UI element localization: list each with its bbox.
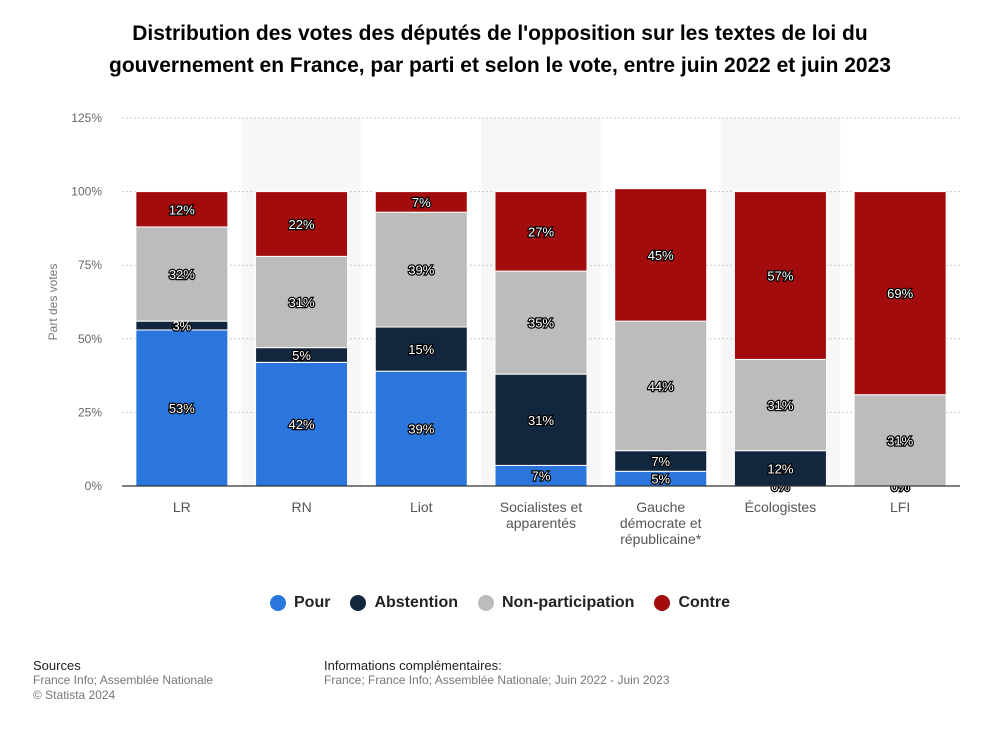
bar-segment bbox=[494, 191, 588, 272]
y-tick-label: 50% bbox=[78, 332, 102, 346]
sources-line[interactable]: France Info; Assemblée Nationale bbox=[33, 673, 214, 687]
legend-label-non-participation: Non-participation bbox=[502, 594, 635, 611]
bar-segment bbox=[135, 191, 229, 228]
x-tick-label: LR bbox=[173, 499, 191, 515]
bar-segment bbox=[733, 358, 827, 452]
data-label: 57% bbox=[767, 269, 793, 284]
data-label: 53% bbox=[169, 401, 195, 416]
legend-item-non-participation[interactable]: Non-participation bbox=[478, 594, 634, 612]
data-label: 31% bbox=[289, 295, 315, 310]
y-tick-label: 125% bbox=[71, 111, 102, 125]
legend-marker-abstention bbox=[350, 595, 367, 611]
data-label: 27% bbox=[528, 224, 554, 239]
x-tick-label: RN bbox=[291, 499, 311, 515]
bar-segment bbox=[255, 191, 349, 257]
x-tick-label: Liot bbox=[410, 499, 433, 515]
y-axis-label: Part des votes bbox=[46, 264, 60, 341]
data-label: 7% bbox=[412, 195, 431, 210]
bar-segment bbox=[374, 211, 468, 328]
data-label: 31% bbox=[528, 413, 554, 428]
legend-marker-contre bbox=[654, 595, 671, 611]
bar-segment bbox=[494, 270, 588, 375]
x-tick-label: Écologistes bbox=[745, 499, 817, 515]
y-tick-label: 0% bbox=[85, 479, 103, 493]
data-label: 7% bbox=[651, 454, 670, 469]
bar-segment bbox=[853, 394, 947, 487]
bar-segment bbox=[135, 226, 229, 322]
data-label: 31% bbox=[887, 433, 913, 448]
data-label: 7% bbox=[532, 469, 551, 484]
legend-item-abstention[interactable]: Abstention bbox=[350, 594, 458, 612]
x-tick-label: LFI bbox=[890, 499, 910, 515]
data-label: 44% bbox=[648, 379, 674, 394]
info-title: Informations complémentaires: bbox=[324, 658, 502, 673]
data-label: 15% bbox=[408, 342, 434, 357]
y-tick-label: 100% bbox=[71, 185, 102, 199]
data-label: 69% bbox=[887, 286, 913, 301]
x-tick-label: Socialistes et bbox=[500, 499, 583, 515]
y-tick-label: 25% bbox=[78, 405, 102, 419]
legend-marker-non-participation bbox=[478, 595, 494, 611]
data-label: 39% bbox=[408, 422, 434, 437]
data-label: 39% bbox=[408, 263, 434, 278]
data-label: 22% bbox=[289, 217, 315, 232]
bar-segment bbox=[374, 191, 468, 213]
data-label: 12% bbox=[169, 202, 195, 217]
bar-segment bbox=[135, 329, 229, 487]
sources-block: Sources France Info; Assemblée Nationale… bbox=[33, 658, 213, 703]
bar-segment bbox=[733, 191, 827, 360]
legend-item-pour[interactable]: Pour bbox=[270, 594, 330, 612]
x-tick-label: Gauche bbox=[636, 499, 685, 515]
x-tick-label: démocrate et bbox=[620, 515, 702, 531]
legend-label-contre: Contre bbox=[678, 594, 730, 611]
data-label: 42% bbox=[289, 417, 315, 432]
bar-segment bbox=[255, 255, 349, 349]
copyright-line: © Statista 2024 bbox=[33, 688, 116, 702]
legend-label-abstention: Abstention bbox=[374, 594, 458, 611]
bar-segment bbox=[614, 188, 708, 322]
y-tick-label: 75% bbox=[78, 258, 102, 272]
data-label: 5% bbox=[292, 348, 311, 363]
data-label: 31% bbox=[767, 398, 793, 413]
info-line: France; France Info; Assemblée Nationale… bbox=[324, 673, 670, 687]
data-label: 12% bbox=[767, 461, 793, 476]
legend: Pour Abstention Non-participation Contre bbox=[0, 594, 1000, 612]
bar-segment bbox=[614, 320, 708, 452]
data-label: 35% bbox=[528, 316, 554, 331]
sources-title: Sources bbox=[33, 658, 81, 673]
data-label: 5% bbox=[651, 472, 670, 487]
x-tick-label: apparentés bbox=[506, 515, 576, 531]
legend-marker-pour bbox=[270, 595, 286, 611]
data-label: 32% bbox=[169, 267, 195, 282]
data-label: 3% bbox=[172, 319, 191, 334]
bar-segment bbox=[494, 373, 588, 466]
legend-label-pour: Pour bbox=[294, 594, 331, 611]
data-label: 45% bbox=[648, 248, 674, 263]
stacked-bar-chart: 0% 25% 50% 75% 100% 125% Part des votes 53% 3% 32… bbox=[46, 111, 960, 547]
x-tick-label: républicaine* bbox=[620, 531, 701, 547]
bar-segment bbox=[853, 191, 947, 396]
legend-item-contre[interactable]: Contre bbox=[654, 594, 730, 612]
bar-segment bbox=[374, 326, 468, 372]
bar-segment bbox=[255, 361, 349, 487]
info-block: Informations complémentaires: France; Fr… bbox=[324, 658, 670, 688]
chart-title: Distribution des votes des députés de l'… bbox=[109, 22, 891, 77]
